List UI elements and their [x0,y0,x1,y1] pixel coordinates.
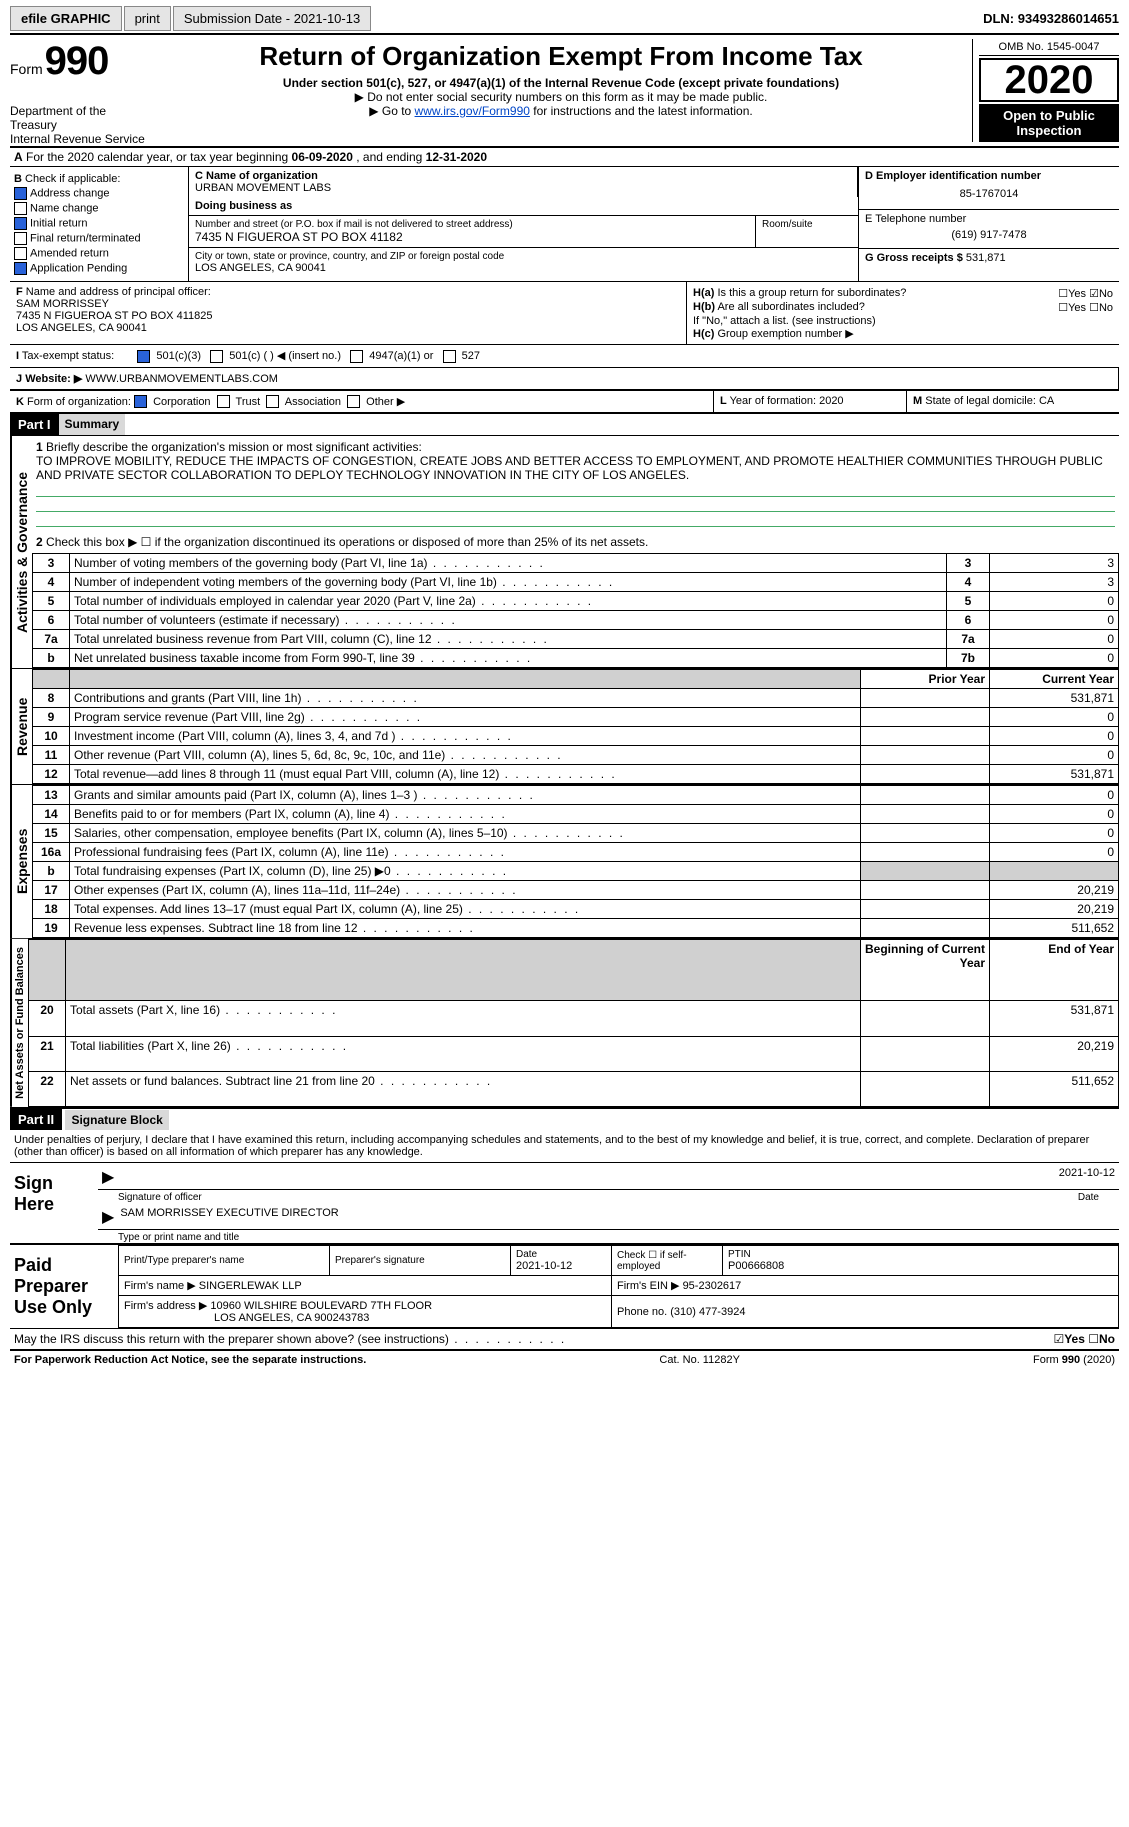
form-subtitle: Under section 501(c), 527, or 4947(a)(1)… [150,76,972,90]
form-title: Return of Organization Exempt From Incom… [150,41,972,72]
sig-label: Signature of officer [118,1192,1078,1203]
gross-receipts-value: 531,871 [966,252,1006,264]
ha-text: Is this a group return for subordinates? [717,287,906,299]
hb-text: Are all subordinates included? [717,301,864,313]
dln: DLN: 93493286014651 [983,11,1119,26]
q1-label: Briefly describe the organization's miss… [46,440,422,454]
ssn-warning: ▶ Do not enter social security numbers o… [150,90,972,104]
website-label: Website: ▶ [25,373,82,385]
officer-label: Name and address of principal officer: [26,286,211,298]
cat-no: Cat. No. 11282Y [659,1354,740,1366]
ptin: P00666808 [728,1260,1113,1272]
dept-treasury: Department of the Treasury [10,104,150,132]
officer-addr2: LOS ANGELES, CA 90041 [16,322,147,334]
omb-number: OMB No. 1545-0047 [979,39,1119,56]
checkbox[interactable] [14,217,27,230]
q2-text: Check this box ▶ ☐ if the organization d… [46,535,648,549]
org-form-check[interactable] [266,395,279,408]
city-label: City or town, state or province, country… [195,251,852,262]
ein-value: 85-1767014 [865,182,1113,206]
tax-status-check[interactable] [350,350,363,363]
firm-addr1: 10960 WILSHIRE BOULEVARD 7TH FLOOR [210,1300,432,1312]
checkbox[interactable] [14,262,27,275]
instructions-link-row: ▶ Go to www.irs.gov/Form990 for instruct… [150,104,972,118]
date-label: Date [1078,1192,1099,1203]
self-employed-check[interactable]: Check ☐ if self-employed [612,1246,723,1276]
org-form-check[interactable] [134,395,147,408]
year-formation: 2020 [819,395,843,407]
org-form-check[interactable] [347,395,360,408]
submission-date: Submission Date - 2021-10-13 [173,6,371,31]
tel-value: (619) 917-7478 [865,225,1113,245]
firm-addr2: LOS ANGELES, CA 900243783 [214,1312,369,1324]
firm-ein: 95-2302617 [683,1280,742,1292]
street-address: 7435 N FIGUEROA ST PO BOX 41182 [195,230,749,244]
officer-sig-name: SAM MORRISSEY EXECUTIVE DIRECTOR [120,1207,338,1227]
instructions-link[interactable]: www.irs.gov/Form990 [415,104,530,118]
dba-label: Doing business as [195,200,852,212]
sig-date: 2021-10-12 [1059,1167,1115,1187]
hb-note: If "No," attach a list. (see instruction… [693,315,1113,327]
part1-header: Part I [10,414,59,435]
part2-header: Part II [10,1109,62,1130]
org-name: URBAN MOVEMENT LABS [195,182,851,194]
checkbox[interactable] [14,187,27,200]
prep-date: 2021-10-12 [516,1260,606,1272]
form-of-org-label: Form of organization: [27,396,131,408]
row-a-period: A For the 2020 calendar year, or tax yea… [10,146,1119,167]
part2-title: Signature Block [65,1110,168,1130]
hc-text: Group exemption number ▶ [717,328,853,340]
city-state-zip: LOS ANGELES, CA 90041 [195,262,852,274]
state-domicile: CA [1039,395,1054,407]
street-label: Number and street (or P.O. box if mail i… [195,219,749,230]
form-number: Form990 [10,39,150,84]
org-name-label: C Name of organization [195,170,851,182]
checkbox[interactable] [14,232,27,245]
open-to-public: Open to Public Inspection [979,104,1119,142]
sign-here-label: Sign Here [10,1163,98,1243]
tel-label: E Telephone number [865,213,1113,225]
paid-preparer-label: Paid Preparer Use Only [10,1245,118,1328]
mission-text: TO IMPROVE MOBILITY, REDUCE THE IMPACTS … [36,454,1103,482]
gross-receipts-label: G Gross receipts $ [865,252,963,264]
officer-name: SAM MORRISSEY [16,298,109,310]
irs-label: Internal Revenue Service [10,132,150,146]
checkbox[interactable] [14,247,27,260]
part1-title: Summary [59,414,126,435]
firm-phone: (310) 477-3924 [670,1306,745,1318]
side-governance: Activities & Governance [10,436,32,668]
perjury-text: Under penalties of perjury, I declare th… [10,1130,1119,1162]
org-form-check[interactable] [217,395,230,408]
firm-name: SINGERLEWAK LLP [199,1280,302,1292]
side-netassets: Net Assets or Fund Balances [10,939,28,1107]
tax-year: 2020 [979,58,1119,102]
name-label: Type or print name and title [98,1232,1119,1243]
side-expenses: Expenses [10,785,32,938]
col-b-checkboxes: B Check if applicable: Address changeNam… [10,167,189,281]
checkbox[interactable] [14,202,27,215]
discuss-question: May the IRS discuss this return with the… [14,1332,1053,1346]
print-button[interactable]: print [124,6,171,31]
room-suite-label: Room/suite [756,216,858,247]
tax-exempt-label: Tax-exempt status: [22,350,114,362]
side-revenue: Revenue [10,669,32,784]
officer-addr1: 7435 N FIGUEROA ST PO BOX 411825 [16,310,212,322]
tax-status-check[interactable] [443,350,456,363]
tax-status-check[interactable] [137,350,150,363]
ein-label: D Employer identification number [865,170,1113,182]
form-footer: Form 990 (2020) [1033,1354,1115,1366]
efile-button[interactable]: efile GRAPHIC [10,6,122,31]
website-value: WWW.URBANMOVEMENTLABS.COM [85,373,278,385]
tax-status-check[interactable] [210,350,223,363]
paperwork-notice: For Paperwork Reduction Act Notice, see … [14,1354,366,1366]
